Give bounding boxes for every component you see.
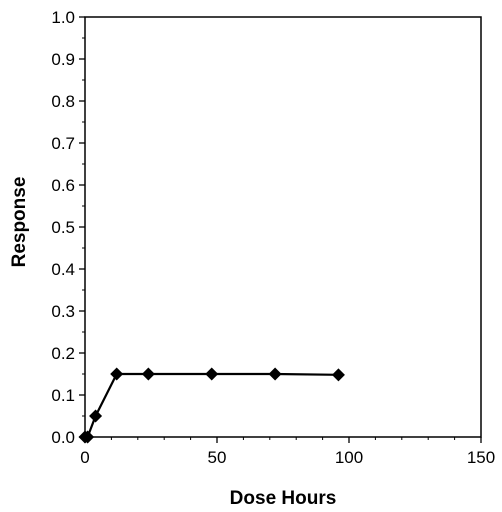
data-point xyxy=(89,409,103,423)
y-tick-label: 0.2 xyxy=(51,344,75,363)
data-point xyxy=(110,367,124,381)
y-tick-label: 0.1 xyxy=(51,386,75,405)
y-tick-label: 0.3 xyxy=(51,302,75,321)
y-tick-label: 0.4 xyxy=(51,260,75,279)
x-tick-label: 0 xyxy=(80,448,89,467)
data-point xyxy=(81,430,95,444)
data-point xyxy=(205,367,219,381)
y-axis-title: Response xyxy=(9,177,30,268)
y-tick-label: 0.9 xyxy=(51,50,75,69)
data-point xyxy=(331,368,345,382)
data-point xyxy=(141,367,155,381)
x-tick-label: 50 xyxy=(208,448,227,467)
y-axis-ticks: 0.0 0.1 0.2 0.3 0.4 0.5 0.6 0.7 0.8 0.9 1.0 xyxy=(51,8,85,447)
y-tick-label: 0.5 xyxy=(51,218,75,237)
y-tick-label: 1.0 xyxy=(51,8,75,27)
x-tick-label: 150 xyxy=(467,448,495,467)
x-axis-ticks: 0 50 100 150 xyxy=(80,437,495,467)
y-tick-label: 0.0 xyxy=(51,428,75,447)
series-layer xyxy=(78,367,345,444)
y-tick-label: 0.6 xyxy=(51,176,75,195)
series-line xyxy=(85,372,339,439)
data-point xyxy=(268,367,282,381)
x-tick-label: 100 xyxy=(335,448,363,467)
y-tick-label: 0.8 xyxy=(51,92,75,111)
y-tick-label: 0.7 xyxy=(51,134,75,153)
x-axis-title: Dose Hours xyxy=(230,488,337,509)
